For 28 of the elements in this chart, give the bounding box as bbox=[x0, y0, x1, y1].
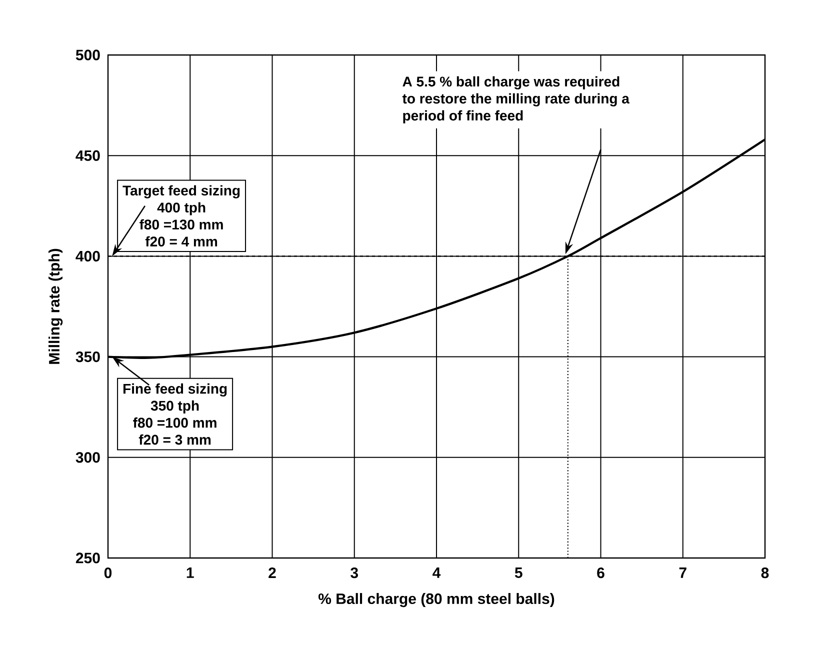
annotation: 350 tph bbox=[150, 400, 199, 414]
annotation: 400 tph bbox=[157, 202, 206, 216]
y-tick-label: 250 bbox=[76, 552, 100, 564]
x-tick-label: 2 bbox=[268, 568, 276, 578]
x-tick-label: 0 bbox=[104, 568, 112, 578]
x-axis-title: % Ball charge (80 mm steel balls) bbox=[318, 593, 554, 608]
annotation: f80 =130 mm bbox=[140, 219, 223, 230]
annotation: Fine feed sizing bbox=[123, 383, 227, 397]
x-tick-label: 7 bbox=[679, 568, 686, 578]
x-tick-label: 6 bbox=[597, 568, 604, 578]
annotation: period of fine feed bbox=[403, 110, 523, 124]
x-tick-label: 5 bbox=[514, 568, 522, 578]
x-tick-label: 8 bbox=[761, 568, 769, 578]
annotation: f20 = 3 mm bbox=[138, 434, 211, 445]
x-tick-label: 4 bbox=[432, 568, 441, 578]
y-tick-label: 350 bbox=[76, 351, 100, 362]
annotation: f80 =100 mm bbox=[133, 417, 216, 428]
annotation: to restore the milling rate during a bbox=[402, 93, 630, 106]
y-tick-label: 450 bbox=[76, 150, 100, 161]
annotation: f20 = 4 mm bbox=[145, 236, 218, 247]
y-tick-label: 400 bbox=[76, 250, 100, 262]
y-axis-title: Milling rate (tph) bbox=[48, 248, 63, 364]
y-tick-label: 300 bbox=[76, 452, 100, 463]
y-tick-label: 500 bbox=[76, 50, 100, 60]
x-tick-label: 1 bbox=[186, 568, 194, 578]
annotation: Target feed sizing bbox=[122, 185, 240, 198]
x-tick-label: 3 bbox=[350, 568, 358, 578]
annotation: A 5.5 % ball charge was required bbox=[402, 76, 620, 90]
